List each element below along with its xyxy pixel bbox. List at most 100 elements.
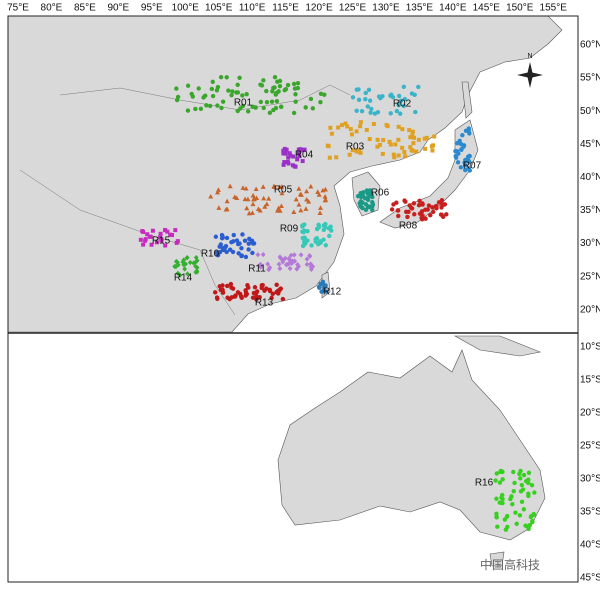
- site-marker: [243, 254, 249, 260]
- site-marker: [521, 472, 527, 478]
- site-marker: [282, 146, 287, 151]
- site-marker: [430, 209, 436, 215]
- site-marker: [252, 285, 258, 290]
- site-marker: [269, 295, 274, 301]
- site-marker: [511, 489, 516, 494]
- site-marker: [313, 237, 318, 242]
- site-marker: [354, 108, 359, 114]
- site-marker: [224, 206, 230, 212]
- site-marker: [412, 135, 417, 140]
- site-marker: [246, 247, 251, 252]
- site-marker: [424, 135, 429, 140]
- site-marker: [251, 196, 257, 202]
- site-marker: [517, 513, 523, 518]
- site-marker: [159, 238, 164, 243]
- site-marker: [400, 145, 405, 150]
- site-marker: [380, 151, 385, 156]
- site-marker: [264, 99, 270, 105]
- site-marker: [298, 192, 304, 197]
- site-marker: [265, 261, 271, 267]
- site-marker: [282, 160, 287, 165]
- site-marker: [235, 82, 240, 88]
- site-marker: [278, 203, 284, 208]
- site-marker: [193, 106, 198, 112]
- site-marker: [208, 193, 214, 199]
- site-marker: [217, 244, 222, 249]
- tasmania: [489, 551, 505, 567]
- site-marker: [406, 209, 411, 215]
- site-marker: [409, 147, 414, 152]
- site-marker: [358, 124, 363, 129]
- site-marker: [328, 125, 333, 130]
- lon-tick-label: 80°E: [41, 3, 63, 14]
- site-marker: [298, 252, 304, 258]
- site-marker: [175, 259, 180, 265]
- lon-tick-label: 120°E: [305, 3, 333, 14]
- site-marker: [279, 184, 285, 189]
- site-marker: [401, 84, 407, 90]
- site-marker: [209, 86, 215, 92]
- site-marker: [349, 132, 354, 137]
- lat-tick-label: 35°S: [580, 507, 600, 518]
- region-label: R13: [255, 298, 274, 309]
- lon-tick-label: 110°E: [239, 3, 266, 14]
- site-marker: [434, 206, 439, 211]
- site-marker: [355, 193, 361, 199]
- lat-tick-label: 30°S: [580, 474, 600, 485]
- site-marker: [362, 196, 368, 201]
- site-marker: [201, 95, 206, 100]
- site-marker: [277, 208, 283, 213]
- site-marker: [360, 205, 365, 211]
- site-marker: [224, 235, 230, 241]
- site-marker: [225, 295, 230, 300]
- site-marker: [291, 252, 297, 258]
- site-marker: [240, 185, 246, 190]
- site-marker: [219, 105, 224, 111]
- site-marker: [523, 523, 528, 528]
- north-arrow: N: [517, 53, 543, 88]
- site-marker: [215, 187, 221, 192]
- site-marker: [294, 266, 300, 272]
- australia: [277, 349, 546, 541]
- region-label: R14: [174, 273, 193, 284]
- site-marker: [327, 155, 332, 160]
- site-marker: [343, 121, 348, 126]
- site-marker: [282, 255, 288, 261]
- site-marker: [244, 92, 249, 97]
- site-marker: [228, 281, 234, 287]
- site-marker: [304, 261, 310, 268]
- site-marker: [419, 209, 425, 214]
- site-marker: [175, 239, 180, 244]
- site-marker: [375, 144, 380, 149]
- region-label: R02: [393, 99, 412, 110]
- site-marker: [371, 121, 376, 126]
- site-marker: [301, 230, 306, 235]
- site-marker: [388, 111, 393, 116]
- site-marker: [138, 237, 143, 242]
- site-marker: [463, 167, 468, 173]
- lat-tick-label: 20°S: [580, 408, 600, 419]
- site-marker: [224, 75, 229, 80]
- site-marker: [317, 210, 323, 215]
- site-marker: [282, 87, 287, 93]
- site-marker: [224, 198, 230, 204]
- site-marker: [363, 96, 368, 102]
- site-marker: [400, 127, 405, 132]
- site-marker: [242, 196, 248, 202]
- site-marker: [410, 129, 415, 134]
- site-marker: [191, 260, 197, 266]
- frame: [7, 15, 579, 583]
- site-marker: [184, 255, 190, 261]
- site-marker: [295, 261, 300, 268]
- site-marker: [430, 148, 435, 153]
- site-marker: [149, 242, 154, 247]
- site-marker: [276, 261, 282, 267]
- lon-tick-label: 90°E: [107, 3, 129, 14]
- lat-tick-label: 20°N: [580, 304, 600, 315]
- site-marker: [261, 78, 266, 83]
- site-marker: [405, 214, 410, 220]
- lat-tick-label: 55°N: [580, 73, 600, 84]
- site-marker: [420, 201, 425, 206]
- site-marker: [494, 496, 499, 501]
- lon-tick-label: 75°E: [7, 3, 29, 14]
